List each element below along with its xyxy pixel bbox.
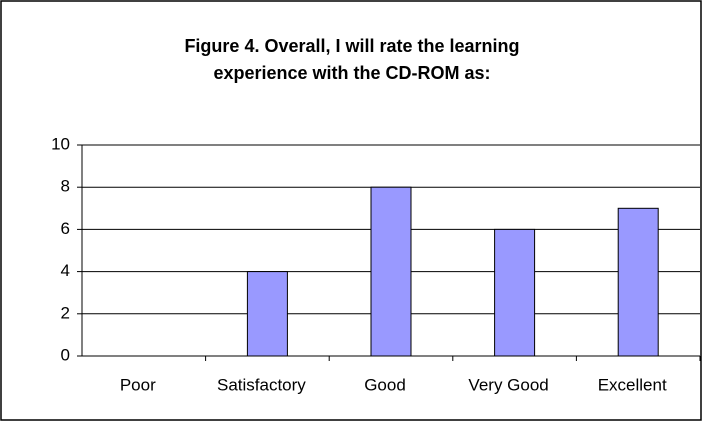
x-tick-label: Satisfactory [217,375,306,394]
x-tick-label: Excellent [598,375,667,394]
chart-title: Figure 4. Overall, I will rate the learn… [184,36,519,56]
y-tick-label: 8 [61,177,70,196]
bar [617,207,659,357]
bar [246,271,288,357]
y-tick-label: 0 [61,345,70,364]
bar [494,228,536,357]
y-tick-label: 2 [61,303,70,322]
y-tick-label: 10 [51,134,70,153]
x-tick-label: Good [364,375,406,394]
bar [370,186,412,357]
chart-title: experience with the CD-ROM as: [213,63,490,83]
y-tick-label: 4 [61,261,70,280]
x-tick-label: Poor [120,375,156,394]
y-tick-label: 6 [61,219,70,238]
x-tick-label: Very Good [468,375,548,394]
